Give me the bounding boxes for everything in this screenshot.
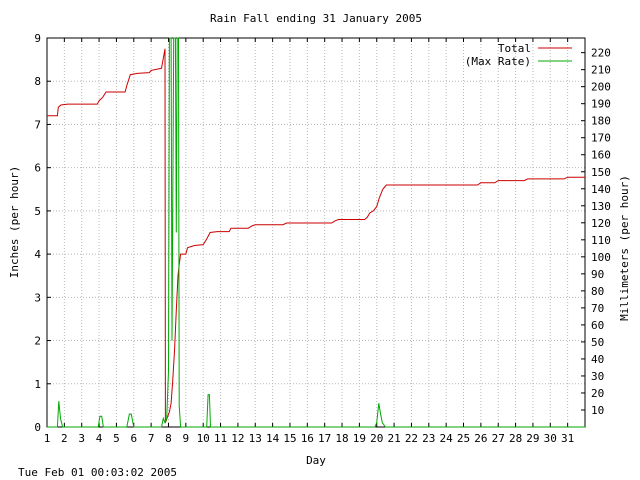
y-right-tick-label: 70	[591, 302, 604, 315]
legend: Total (Max Rate)	[465, 42, 572, 68]
y-axis-right-label: Millimeters (per hour)	[618, 175, 631, 321]
x-tick-label: 22	[405, 432, 418, 445]
x-tick-label: 23	[422, 432, 435, 445]
chart-title: Rain Fall ending 31 January 2005	[210, 12, 422, 25]
x-tick-label: 21	[387, 432, 400, 445]
y-left-tick-label: 6	[34, 162, 41, 175]
y-right-tick-label: 90	[591, 268, 604, 281]
y-right-tick-label: 190	[591, 98, 611, 111]
x-tick-label: 24	[440, 432, 454, 445]
y-right-tick-label: 130	[591, 200, 611, 213]
x-tick-label: 3	[78, 432, 85, 445]
x-tick-label: 15	[283, 432, 296, 445]
y-right-tick-label: 110	[591, 234, 611, 247]
y-right-tick-label: 60	[591, 319, 604, 332]
x-axis-label: Day	[306, 454, 326, 467]
x-tick-label: 25	[457, 432, 470, 445]
x-tick-label: 26	[474, 432, 487, 445]
y-left-tick-label: 2	[34, 335, 41, 348]
y-right-tick-label: 20	[591, 387, 604, 400]
x-tick-label: 17	[318, 432, 331, 445]
y-right-tick-label: 30	[591, 370, 604, 383]
legend-label-max-rate: (Max Rate)	[465, 55, 531, 68]
y-axis-left-label: Inches (per hour)	[8, 166, 21, 279]
x-tick-label: 19	[353, 432, 366, 445]
x-tick-label: 10	[197, 432, 210, 445]
footer-timestamp: Tue Feb 01 00:03:02 2005	[18, 466, 177, 479]
y-right-tick-label: 40	[591, 353, 604, 366]
y-right-tick-label: 10	[591, 404, 604, 417]
y-left-tick-label: 4	[34, 248, 41, 261]
x-tick-label: 28	[509, 432, 522, 445]
x-tick-label: 4	[96, 432, 103, 445]
y-right-tick-label: 140	[591, 183, 611, 196]
x-tick-label: 12	[231, 432, 244, 445]
y-left-tick-label: 9	[34, 32, 41, 45]
x-tick-label: 2	[61, 432, 68, 445]
y-right-tick-label: 160	[591, 149, 611, 162]
x-tick-label: 14	[266, 432, 280, 445]
x-tick-label: 27	[492, 432, 505, 445]
x-tick-label: 11	[214, 432, 227, 445]
series-line-total	[47, 48, 585, 423]
y-right-tick-label: 210	[591, 64, 611, 77]
x-tick-label: 18	[335, 432, 348, 445]
y-left-tick-label: 8	[34, 75, 41, 88]
series-line-max-rate	[47, 37, 585, 428]
y-right-tick-label: 180	[591, 115, 611, 128]
y-right-tick-label: 150	[591, 166, 611, 179]
legend-label-total: Total	[498, 42, 531, 55]
y-right-tick-label: 170	[591, 132, 611, 145]
x-tick-label: 1	[44, 432, 51, 445]
y-left-tick-label: 7	[34, 118, 41, 131]
x-tick-label: 29	[526, 432, 539, 445]
x-tick-label: 30	[544, 432, 557, 445]
y-left-tick-label: 3	[34, 291, 41, 304]
x-tick-label: 31	[561, 432, 574, 445]
x-tick-label: 20	[370, 432, 383, 445]
axis-ticks: 1 2 3 4 5 6 7 8 9 10 11 12 13 14 15 16 17 18 19 20 21 22 23 24 2…	[34, 32, 611, 445]
x-tick-label: 13	[249, 432, 262, 445]
x-tick-label: 8	[165, 432, 172, 445]
y-left-tick-label: 0	[34, 421, 41, 434]
y-right-tick-label: 50	[591, 336, 604, 349]
series-lines	[47, 37, 585, 428]
y-left-tick-label: 5	[34, 205, 41, 218]
y-right-tick-label: 200	[591, 81, 611, 94]
x-tick-label: 9	[183, 432, 190, 445]
x-tick-label: 16	[301, 432, 314, 445]
y-right-tick-label: 100	[591, 251, 611, 264]
x-tick-label: 7	[148, 432, 155, 445]
x-tick-label: 5	[113, 432, 120, 445]
y-left-tick-label: 1	[34, 378, 41, 391]
y-right-tick-label: 220	[591, 47, 611, 60]
y-right-tick-label: 80	[591, 285, 604, 298]
y-right-tick-label: 120	[591, 217, 611, 230]
x-tick-label: 6	[130, 432, 137, 445]
